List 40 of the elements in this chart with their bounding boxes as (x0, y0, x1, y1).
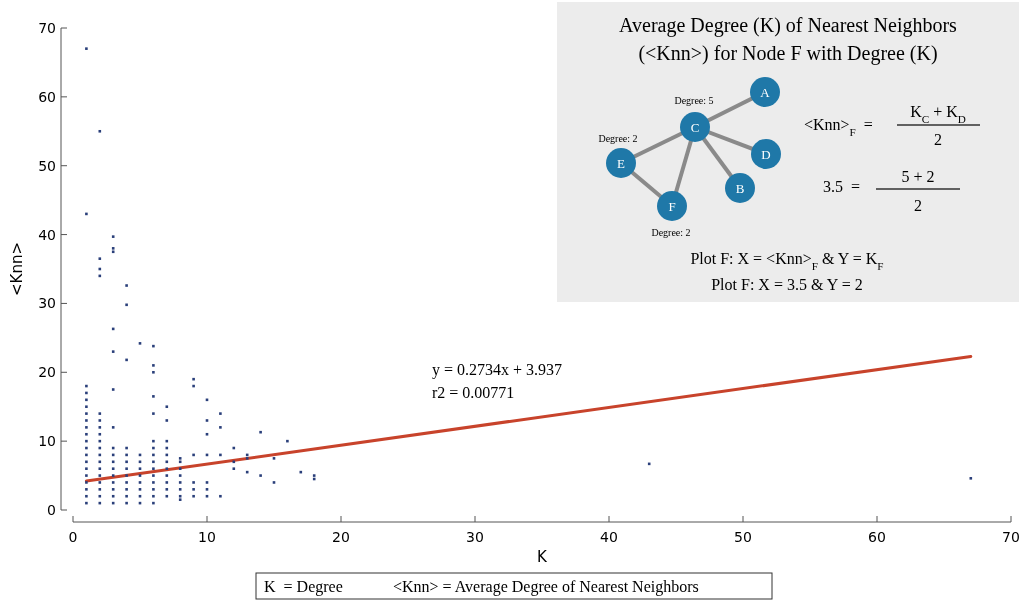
annotation: Degree: 2 (598, 133, 638, 144)
y-tick-label: 40 (38, 226, 56, 243)
annotation: K$_{C}$ + K$_{D}$ (910, 103, 966, 125)
y-tick-label: 20 (38, 364, 56, 381)
annotation: <Knn>$_{F}$ = (804, 116, 873, 138)
annotation: r2 = 0.00771 (432, 384, 515, 401)
text: K = Degree (264, 578, 343, 596)
annotation: 2 (914, 197, 922, 214)
y-tick-label: 30 (38, 295, 56, 312)
x-tick-label: 50 (734, 529, 752, 545)
x-axis-title: K (537, 548, 549, 566)
annotation: 5 + 2 (901, 168, 935, 185)
y-tick-label: 50 (38, 157, 56, 174)
x-tick-label: 70 (1002, 529, 1020, 545)
annotation: y = 0.2734x + 3.937 (432, 361, 563, 379)
annotation: D (761, 147, 771, 162)
annotation: A (760, 85, 771, 100)
annotation: Plot F: X = <Knn>$_{F}$ & Y = K$_{F}$ (690, 250, 884, 272)
annotation: Average Degree (K) of Nearest Neighbors (<Knn>) for Node F with Degree (K) (619, 14, 958, 65)
y-tick-label: 60 (38, 88, 56, 105)
x-tick-label: 10 (198, 529, 216, 545)
annotation: 3.5 = (823, 178, 861, 195)
y-tick-label: 0 (47, 502, 56, 518)
x-tick-label: 0 (68, 529, 78, 545)
annotation: C (690, 120, 700, 135)
text: <Knn> = Average Degree of Nearest Neighbors (393, 578, 699, 596)
annotation: Degree: 2 (651, 227, 691, 238)
annotation: F (668, 199, 676, 214)
annotation: B (735, 181, 745, 196)
annotation: Plot F: X = 3.5 & Y = 2 (711, 276, 863, 293)
annotation: Degree: 5 (674, 95, 714, 106)
annotation: 2 (934, 131, 942, 148)
x-tick-label: 30 (466, 529, 484, 545)
x-tick-label: 40 (600, 529, 618, 545)
x-tick-label: 20 (332, 529, 350, 545)
y-tick-label: 70 (38, 20, 56, 36)
y-tick-label: 10 (38, 433, 56, 450)
x-tick-label: 60 (868, 529, 886, 545)
annotation: E (617, 156, 626, 171)
y-axis-title: <Knn> (8, 242, 26, 296)
